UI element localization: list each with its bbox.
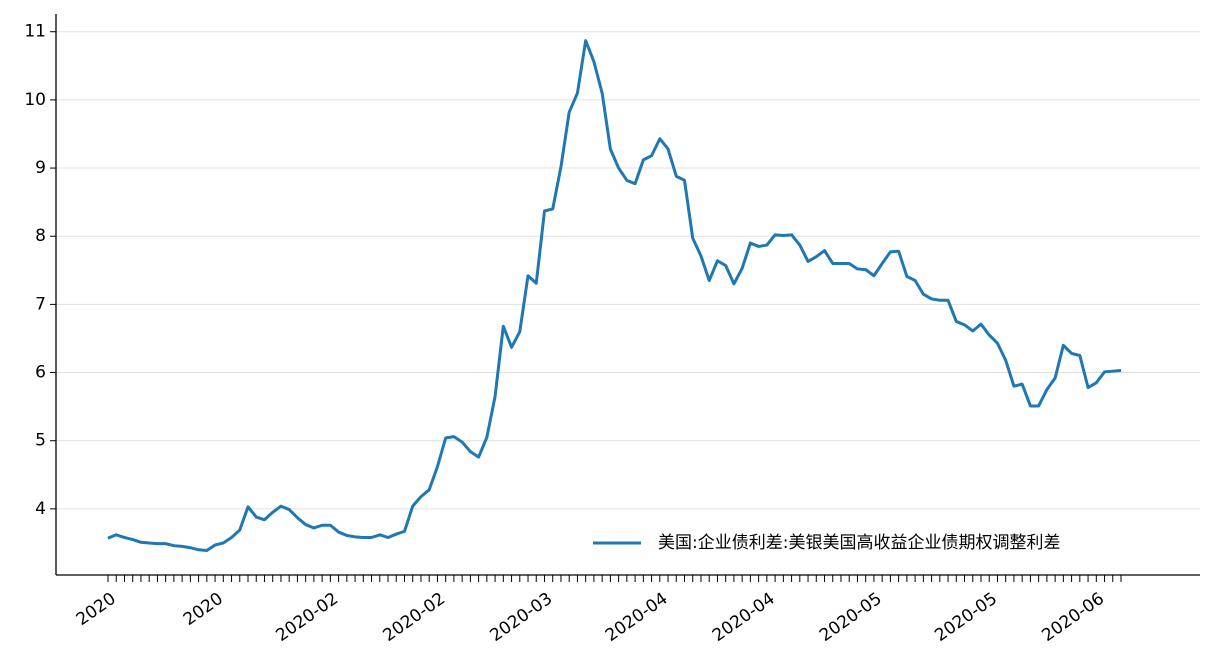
x-tick-label: 2020-06 [1038, 589, 1108, 646]
y-tick-label: 9 [35, 158, 46, 178]
data-line [107, 39, 1122, 552]
x-tick-label: 2020-04 [602, 589, 672, 646]
y-tick-label: 7 [35, 294, 46, 314]
y-tick-label: 4 [35, 499, 46, 519]
x-tick-label: 2020-05 [931, 589, 1001, 646]
y-tick-label: 8 [35, 226, 46, 246]
x-tick-label: 2020-02 [380, 589, 450, 646]
x-tick-label: 2020 [180, 589, 227, 630]
x-tick-label: 2020-04 [709, 589, 779, 646]
x-tick-label: 2020 [73, 589, 120, 630]
x-tick-label: 2020-02 [272, 589, 342, 646]
y-tick-label: 5 [35, 431, 46, 451]
x-tick-label: 2020-05 [816, 589, 886, 646]
y-tick-label: 10 [24, 90, 46, 110]
y-tick-label: 11 [24, 22, 46, 42]
y-tick-label: 6 [35, 363, 46, 383]
x-tick-label: 2020-03 [487, 589, 557, 646]
legend-label: 美国:企业债利差:美银美国高收益企业债期权调整利差 [658, 533, 1060, 553]
